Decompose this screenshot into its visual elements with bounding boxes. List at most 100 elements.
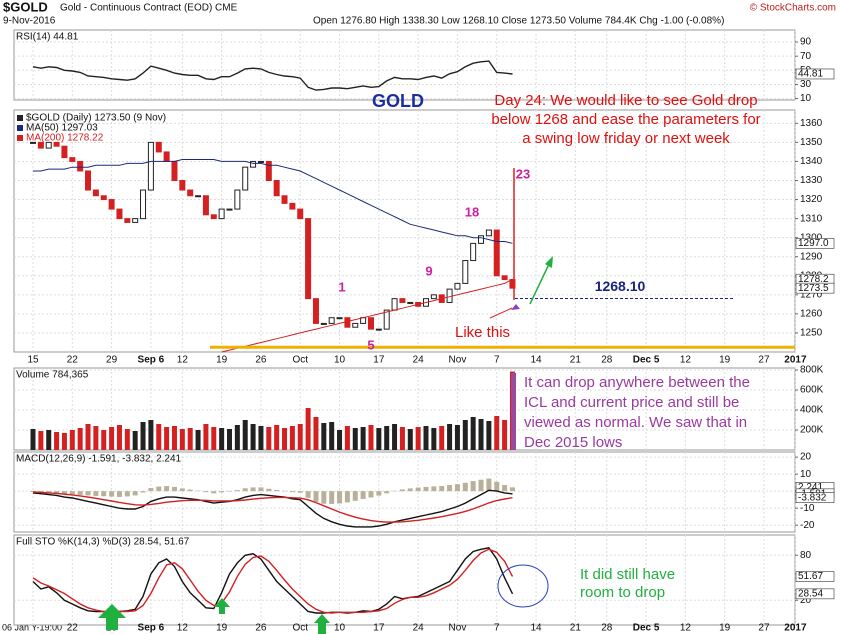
bar — [305, 491, 311, 498]
candle — [485, 229, 492, 237]
chart-label: GOLD — [372, 91, 424, 111]
x-tick-label: 21 — [570, 623, 582, 634]
bar — [509, 487, 515, 492]
y-tick-label: 1360 — [800, 118, 823, 129]
y-tick-label: 1340 — [800, 156, 823, 167]
bar — [352, 491, 358, 501]
bar — [282, 428, 288, 450]
note-line: ICL and current price and still be — [524, 394, 739, 411]
candle — [202, 195, 209, 216]
candle — [187, 189, 194, 197]
bar — [61, 491, 67, 495]
y-tick-label: 1250 — [800, 328, 823, 339]
note-bar — [511, 373, 516, 450]
bar — [399, 489, 405, 492]
candle — [344, 317, 351, 328]
bar — [384, 491, 390, 494]
bar — [203, 491, 209, 493]
candle — [92, 189, 99, 197]
bar — [486, 421, 492, 450]
bar — [502, 485, 508, 492]
bar — [124, 491, 130, 497]
series-line — [221, 278, 513, 353]
candle — [454, 282, 461, 290]
bar — [470, 481, 476, 492]
candle — [179, 180, 186, 191]
candle — [124, 218, 131, 223]
bar — [85, 491, 91, 496]
candle — [147, 141, 154, 191]
note-line: Day 24: We would like to see Gold drop — [494, 92, 757, 109]
series-line — [32, 489, 513, 528]
value-tag — [795, 68, 835, 80]
description: Gold - Continuous Contract (EOD) CME — [60, 3, 238, 14]
x-tick-label: 26 — [255, 355, 267, 366]
y-tick-label: 10 — [800, 469, 812, 480]
value-tag — [795, 588, 835, 600]
bar — [77, 428, 83, 450]
bar — [219, 428, 225, 450]
candle — [171, 160, 178, 182]
day-count: 18 — [465, 204, 479, 219]
bar — [470, 417, 476, 450]
value-tag-label: 51.67 — [798, 571, 823, 582]
x-tick-label: 2017 — [784, 623, 807, 634]
bar — [431, 486, 437, 492]
bar — [486, 478, 492, 492]
y-tick-label: 1330 — [800, 175, 823, 186]
candle — [226, 208, 233, 211]
x-tick-label: 2017 — [784, 355, 807, 366]
candle — [399, 298, 406, 303]
candle — [53, 141, 60, 147]
bar — [195, 430, 201, 450]
candle — [218, 208, 225, 220]
bar — [392, 490, 398, 492]
candle — [501, 275, 508, 281]
x-tick-label: Oct — [292, 355, 308, 366]
bar — [297, 424, 303, 450]
bar — [211, 491, 217, 494]
bar — [289, 491, 295, 493]
x-tick-label: 29 — [106, 355, 118, 366]
x-tick-label: 7 — [494, 355, 500, 366]
y-tick-label: 90 — [800, 37, 812, 48]
bar — [179, 429, 185, 450]
bar — [164, 486, 170, 492]
bar — [54, 432, 60, 450]
x-tick-label: 14 — [530, 355, 542, 366]
legend-swatch — [17, 125, 23, 131]
bar — [274, 489, 280, 492]
legend-swatch — [17, 115, 23, 121]
series-line — [33, 159, 513, 244]
bar — [376, 491, 382, 496]
bar — [124, 429, 130, 450]
bar — [156, 424, 162, 450]
panel-frame — [13, 534, 796, 626]
panel-title: MACD(12,26,9) -1.591, -3.832, 2.241 — [16, 454, 182, 465]
annotations: GOLD Day 24: We would like to see Gold d… — [98, 91, 761, 634]
target-marker — [511, 304, 520, 310]
candle — [69, 157, 76, 162]
bar — [109, 491, 115, 497]
bar — [227, 429, 232, 450]
x-tick-label: Dec 5 — [633, 623, 660, 634]
bar — [321, 423, 327, 450]
candle — [383, 309, 390, 330]
reference-label: 1268.10 — [595, 278, 646, 294]
bar — [297, 491, 303, 493]
x-tick-label: 14 — [530, 623, 542, 634]
symbol: $GOLD — [3, 0, 48, 14]
x-tick-label: 19 — [216, 355, 228, 366]
series-line — [32, 491, 513, 523]
bar — [101, 430, 107, 450]
quote: Open 1276.80 High 1338.30 Low 1268.10 Cl… — [313, 16, 724, 27]
bar — [321, 491, 327, 504]
y-tick-label: 200K — [800, 425, 824, 436]
buy-arrow — [98, 604, 126, 630]
bar — [179, 488, 185, 492]
time-note: 06 Jan Y-19:00 — [2, 622, 62, 632]
x-tick-label: 19 — [719, 623, 731, 634]
bar — [219, 491, 225, 493]
panel-title: RSI(14) 44.81 — [16, 32, 79, 43]
candle — [45, 141, 52, 149]
